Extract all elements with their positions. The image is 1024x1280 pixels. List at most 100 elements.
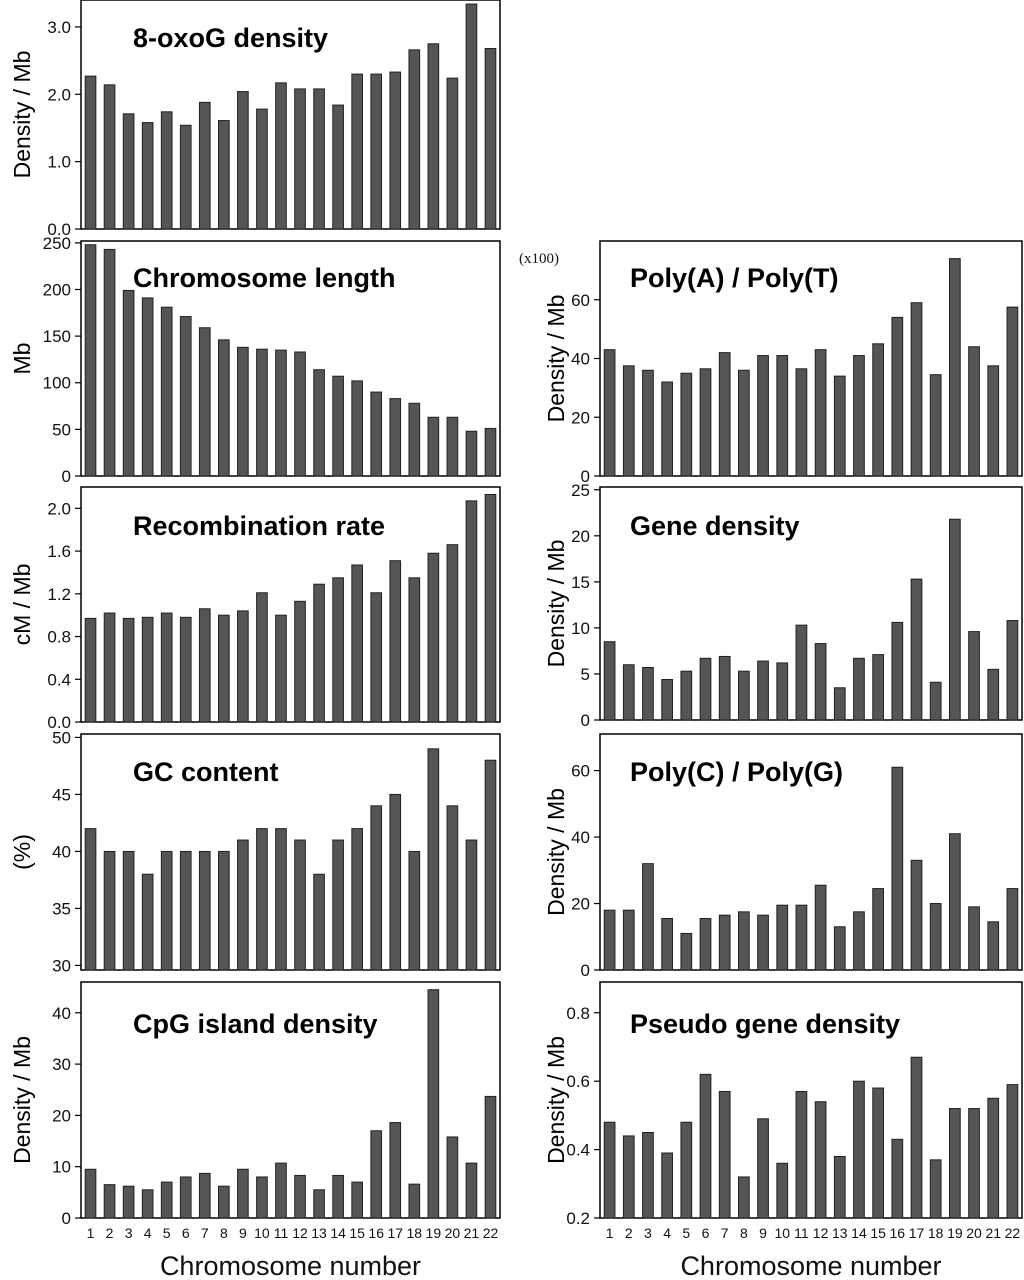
x-tick-label: 2 bbox=[625, 1225, 633, 1241]
bar-chr-6 bbox=[179, 316, 192, 477]
bar-chr-3 bbox=[642, 667, 654, 721]
panel-gc-content: 30 35 40 45 50 GC content (%) bbox=[9, 728, 501, 975]
bar-chr-15 bbox=[872, 343, 885, 477]
y-tick-label: 100 bbox=[43, 374, 71, 393]
bar-chr-21 bbox=[465, 839, 478, 971]
bar-chr-6 bbox=[699, 657, 712, 721]
bar-chr-9 bbox=[237, 1168, 249, 1219]
y-tick-label: 1.6 bbox=[47, 542, 71, 561]
bar-chr-22 bbox=[1006, 620, 1019, 721]
x-tick-label: 12 bbox=[292, 1225, 308, 1241]
bar-chr-1 bbox=[603, 641, 616, 721]
y-tick-label: 3.0 bbox=[47, 18, 71, 37]
bar-chr-5 bbox=[160, 850, 173, 971]
bar-chr-5 bbox=[160, 1181, 173, 1219]
bar-chr-3 bbox=[122, 850, 135, 971]
bar-chr-8 bbox=[218, 120, 230, 230]
bar-chr-3 bbox=[122, 113, 135, 230]
y-tick-label: 0.6 bbox=[566, 1072, 590, 1091]
x-tick-label: 14 bbox=[851, 1225, 867, 1241]
bar-chr-19 bbox=[427, 416, 440, 477]
bar-chr-3 bbox=[122, 289, 135, 477]
y-axis-label: cM / Mb bbox=[9, 564, 35, 646]
bar-chr-14 bbox=[853, 911, 865, 971]
bar-chr-5 bbox=[680, 372, 693, 477]
bar-chr-8 bbox=[737, 369, 750, 477]
bar-chr-7 bbox=[198, 608, 211, 723]
bar-chr-5 bbox=[160, 612, 173, 723]
bar-chr-2 bbox=[103, 612, 116, 723]
x-tick-label: 16 bbox=[368, 1225, 384, 1241]
y-tick-label: 0.4 bbox=[47, 670, 71, 689]
bar-chr-8 bbox=[218, 614, 230, 723]
panel-title: Poly(C) / Poly(G) bbox=[630, 757, 843, 787]
y-tick-label: 0.2 bbox=[566, 1209, 590, 1228]
bar-chr-6 bbox=[179, 1176, 192, 1219]
bar-chr-4 bbox=[661, 381, 674, 477]
bar-chr-1 bbox=[84, 1168, 97, 1219]
x-tick-label: 13 bbox=[311, 1225, 327, 1241]
bar-chr-7 bbox=[718, 352, 731, 477]
bar-chr-17 bbox=[910, 302, 923, 477]
bar-chr-16 bbox=[891, 621, 904, 721]
bar-chr-14 bbox=[853, 355, 865, 477]
bar-chr-20 bbox=[446, 544, 459, 723]
y-tick-label: 20 bbox=[52, 1106, 71, 1125]
bar-chr-9 bbox=[757, 914, 769, 971]
y-tick-label: 1.0 bbox=[47, 153, 71, 172]
multiplier-label: (x100) bbox=[519, 251, 559, 267]
bar-chr-9 bbox=[237, 346, 249, 477]
bar-chr-10 bbox=[776, 1162, 789, 1219]
x-tick-label: 7 bbox=[721, 1225, 729, 1241]
bar-chr-20 bbox=[446, 805, 459, 971]
bar-chr-11 bbox=[275, 614, 287, 723]
bar-chr-10 bbox=[776, 355, 789, 477]
bar-chr-14 bbox=[332, 375, 344, 477]
x-tick-label: 17 bbox=[909, 1225, 925, 1241]
panel-cpg-island-density: 0 10 20 30 40 CpG island density Density / Mb 1… bbox=[9, 981, 501, 1280]
bar-chr-15 bbox=[872, 654, 885, 721]
bar-chr-8 bbox=[737, 1176, 750, 1219]
y-tick-label: 0 bbox=[581, 961, 590, 980]
bar-chr-3 bbox=[642, 1131, 654, 1219]
bar-chr-19 bbox=[948, 518, 961, 721]
bar-chr-19 bbox=[948, 258, 961, 477]
y-axis-label: Density / Mb bbox=[543, 788, 569, 916]
bar-chr-19 bbox=[427, 989, 440, 1219]
bar-chr-4 bbox=[141, 122, 154, 230]
bar-chr-6 bbox=[179, 124, 192, 230]
x-tick-label: 11 bbox=[274, 1225, 289, 1241]
bar-chr-11 bbox=[795, 1090, 808, 1219]
bar-chr-20 bbox=[968, 1108, 980, 1219]
bar-chr-2 bbox=[622, 909, 635, 971]
bar-chr-16 bbox=[370, 805, 383, 971]
bar-chr-22 bbox=[1006, 1084, 1019, 1219]
bar-chr-6 bbox=[699, 1073, 712, 1219]
bar-chr-7 bbox=[718, 1090, 731, 1219]
bar-chr-20 bbox=[446, 1136, 459, 1219]
x-tick-label: 4 bbox=[663, 1225, 671, 1241]
bar-chr-21 bbox=[465, 500, 478, 723]
x-tick-label: 5 bbox=[163, 1225, 171, 1241]
bar-chr-9 bbox=[237, 839, 249, 971]
x-tick-label: 15 bbox=[349, 1225, 365, 1241]
bar-chr-19 bbox=[427, 748, 440, 971]
bar-chr-16 bbox=[370, 1130, 383, 1219]
bar-chr-12 bbox=[814, 349, 827, 477]
bar-chr-21 bbox=[987, 365, 1000, 477]
panel-gene-density: 0 5 10 15 20 25 Gene density Density / Mb bbox=[543, 481, 1023, 730]
bar-chr-21 bbox=[465, 430, 478, 477]
bar-chr-14 bbox=[332, 577, 344, 723]
bar-chr-12 bbox=[294, 1174, 306, 1219]
x-tick-label: 14 bbox=[330, 1225, 346, 1241]
bar-chr-16 bbox=[370, 391, 383, 477]
bar-chr-10 bbox=[776, 662, 789, 721]
y-tick-label: 45 bbox=[52, 785, 71, 804]
bar-chr-15 bbox=[351, 380, 363, 477]
panel-title: GC content bbox=[133, 757, 279, 787]
y-tick-label: 2.0 bbox=[47, 85, 71, 104]
x-tick-label: 9 bbox=[239, 1225, 247, 1241]
y-tick-label: 20 bbox=[571, 527, 590, 546]
y-tick-label: 50 bbox=[52, 420, 71, 439]
